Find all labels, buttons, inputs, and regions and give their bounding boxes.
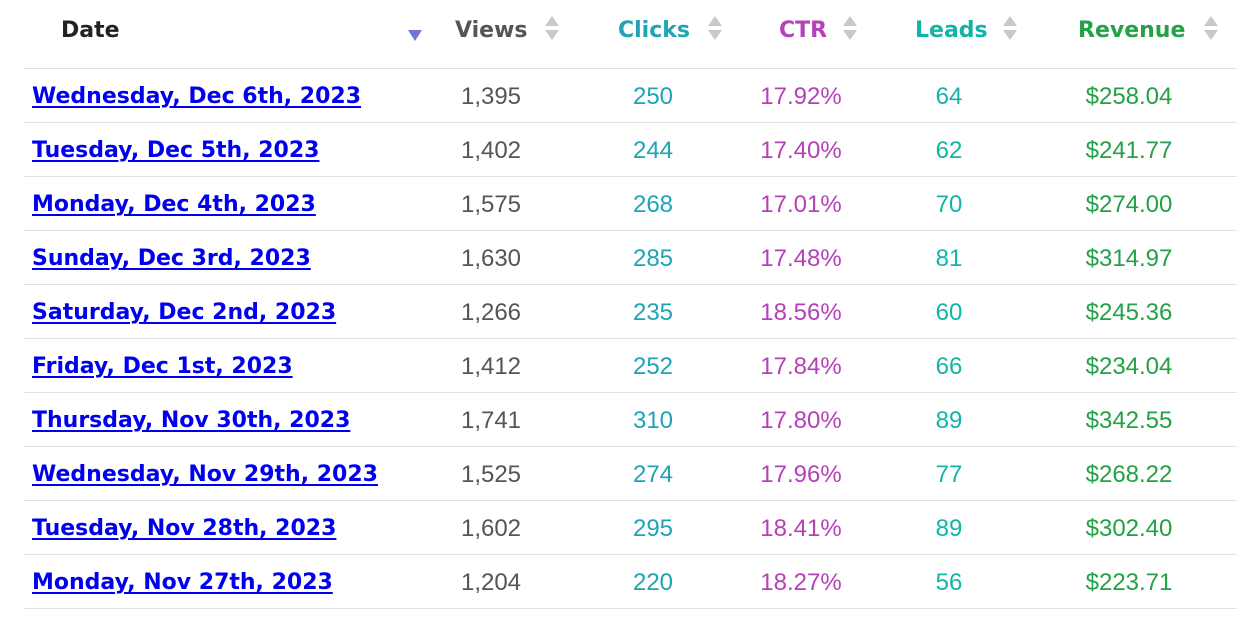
clicks-cell: 250 xyxy=(632,83,674,110)
date-link[interactable]: Saturday, Dec 2nd, 2023 xyxy=(32,300,337,325)
leads-sort-icon[interactable] xyxy=(1003,14,1017,44)
table-row: Wednesday, Nov 29th, 2023 1,525 274 17.9… xyxy=(24,447,1237,501)
clicks-cell: 235 xyxy=(632,299,674,326)
revenue-cell: $245.36 xyxy=(1085,299,1173,326)
table-row: Wednesday, Dec 6th, 2023 1,395 250 17.92… xyxy=(24,69,1237,123)
table-row: Sunday, Dec 3rd, 2023 1,630 285 17.48% 8… xyxy=(24,231,1237,285)
ctr-cell: 17.40% xyxy=(760,137,842,164)
leads-cell: 77 xyxy=(935,461,963,488)
date-link[interactable]: Sunday, Dec 3rd, 2023 xyxy=(32,246,311,271)
sort-descending-icon[interactable] xyxy=(408,30,422,41)
clicks-cell: 274 xyxy=(632,461,674,488)
views-cell: 1,412 xyxy=(460,353,522,380)
ctr-cell: 17.01% xyxy=(760,191,842,218)
leads-cell: 60 xyxy=(935,299,963,326)
clicks-cell: 244 xyxy=(632,137,674,164)
revenue-column-header[interactable]: Revenue xyxy=(1078,18,1186,43)
clicks-cell: 285 xyxy=(632,245,674,272)
ctr-sort-icon[interactable] xyxy=(843,14,857,44)
revenue-cell: $342.55 xyxy=(1085,407,1173,434)
views-cell: 1,630 xyxy=(460,245,522,272)
views-cell: 1,395 xyxy=(460,83,522,110)
date-link[interactable]: Friday, Dec 1st, 2023 xyxy=(32,354,293,379)
leads-cell: 81 xyxy=(935,245,963,272)
leads-cell: 56 xyxy=(935,569,963,596)
table-row: Thursday, Nov 30th, 2023 1,741 310 17.80… xyxy=(24,393,1237,447)
date-column-header[interactable]: Date xyxy=(61,18,120,43)
revenue-cell: $223.71 xyxy=(1085,569,1173,596)
leads-cell: 62 xyxy=(935,137,963,164)
table-body: Wednesday, Dec 6th, 2023 1,395 250 17.92… xyxy=(24,69,1237,609)
clicks-column-header[interactable]: Clicks xyxy=(618,18,690,43)
revenue-sort-icon[interactable] xyxy=(1204,14,1218,44)
date-link[interactable]: Tuesday, Nov 28th, 2023 xyxy=(32,516,337,541)
views-cell: 1,266 xyxy=(460,299,522,326)
views-cell: 1,741 xyxy=(460,407,522,434)
ctr-column-header[interactable]: CTR xyxy=(779,18,828,43)
table-header: Date Views Clicks CTR Leads Revenue xyxy=(24,0,1237,69)
clicks-sort-icon[interactable] xyxy=(708,14,722,44)
views-cell: 1,204 xyxy=(460,569,522,596)
leads-cell: 64 xyxy=(935,83,963,110)
revenue-cell: $268.22 xyxy=(1085,461,1173,488)
ctr-cell: 17.84% xyxy=(760,353,842,380)
date-link[interactable]: Thursday, Nov 30th, 2023 xyxy=(32,408,351,433)
ctr-cell: 18.41% xyxy=(760,515,842,542)
date-link[interactable]: Wednesday, Dec 6th, 2023 xyxy=(32,84,362,109)
views-cell: 1,575 xyxy=(460,191,522,218)
table-row: Friday, Dec 1st, 2023 1,412 252 17.84% 6… xyxy=(24,339,1237,393)
leads-cell: 89 xyxy=(935,515,963,542)
table-row: Tuesday, Dec 5th, 2023 1,402 244 17.40% … xyxy=(24,123,1237,177)
clicks-cell: 220 xyxy=(632,569,674,596)
date-link[interactable]: Monday, Nov 27th, 2023 xyxy=(32,570,333,595)
views-column-header[interactable]: Views xyxy=(455,18,528,43)
views-cell: 1,602 xyxy=(460,515,522,542)
date-link[interactable]: Monday, Dec 4th, 2023 xyxy=(32,192,316,217)
date-link[interactable]: Wednesday, Nov 29th, 2023 xyxy=(32,462,378,487)
ctr-cell: 17.92% xyxy=(760,83,842,110)
ctr-cell: 18.27% xyxy=(760,569,842,596)
table-row: Tuesday, Nov 28th, 2023 1,602 295 18.41%… xyxy=(24,501,1237,555)
views-cell: 1,525 xyxy=(460,461,522,488)
leads-cell: 66 xyxy=(935,353,963,380)
revenue-cell: $241.77 xyxy=(1085,137,1173,164)
views-cell: 1,402 xyxy=(460,137,522,164)
clicks-cell: 295 xyxy=(632,515,674,542)
views-sort-icon[interactable] xyxy=(545,14,559,44)
clicks-cell: 310 xyxy=(632,407,674,434)
ctr-cell: 17.48% xyxy=(760,245,842,272)
ctr-cell: 17.96% xyxy=(760,461,842,488)
leads-column-header[interactable]: Leads xyxy=(915,18,988,43)
revenue-cell: $258.04 xyxy=(1085,83,1173,110)
clicks-cell: 268 xyxy=(632,191,674,218)
clicks-cell: 252 xyxy=(632,353,674,380)
leads-cell: 70 xyxy=(935,191,963,218)
revenue-cell: $302.40 xyxy=(1085,515,1173,542)
table-row: Saturday, Dec 2nd, 2023 1,266 235 18.56%… xyxy=(24,285,1237,339)
date-link[interactable]: Tuesday, Dec 5th, 2023 xyxy=(32,138,320,163)
ctr-cell: 18.56% xyxy=(760,299,842,326)
revenue-cell: $274.00 xyxy=(1085,191,1173,218)
table-row: Monday, Dec 4th, 2023 1,575 268 17.01% 7… xyxy=(24,177,1237,231)
revenue-cell: $314.97 xyxy=(1085,245,1173,272)
revenue-cell: $234.04 xyxy=(1085,353,1173,380)
leads-cell: 89 xyxy=(935,407,963,434)
table-row: Monday, Nov 27th, 2023 1,204 220 18.27% … xyxy=(24,555,1237,609)
ctr-cell: 17.80% xyxy=(760,407,842,434)
